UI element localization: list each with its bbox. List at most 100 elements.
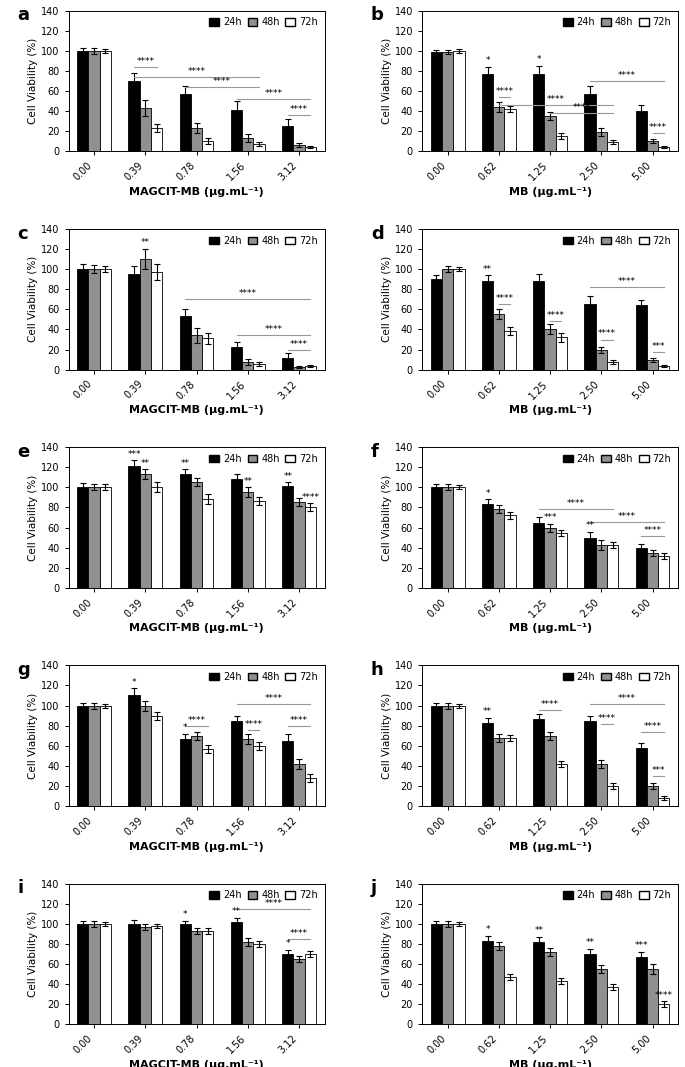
Bar — [140, 108, 151, 152]
Legend: 24h, 48h, 72h: 24h, 48h, 72h — [561, 889, 673, 903]
Text: **: ** — [232, 907, 241, 917]
Text: ****: **** — [264, 325, 282, 334]
Bar — [231, 720, 242, 806]
Text: *: * — [286, 939, 290, 949]
Bar — [482, 282, 493, 369]
Text: ****: **** — [188, 67, 206, 76]
Bar — [636, 547, 647, 588]
Text: ****: **** — [136, 57, 154, 66]
Bar — [607, 786, 618, 806]
Bar — [453, 269, 464, 369]
Legend: 24h, 48h, 72h: 24h, 48h, 72h — [561, 452, 673, 466]
Y-axis label: Cell Viability (%): Cell Viability (%) — [382, 475, 392, 560]
Text: b: b — [371, 6, 384, 25]
Bar — [140, 927, 151, 1024]
Bar — [533, 523, 545, 588]
X-axis label: MB (μg.mL⁻¹): MB (μg.mL⁻¹) — [508, 187, 592, 197]
Bar — [100, 269, 111, 369]
Text: ****: **** — [547, 312, 564, 320]
Text: ***: *** — [651, 766, 665, 775]
Text: ****: **** — [573, 103, 590, 112]
Bar — [282, 487, 293, 588]
Bar — [556, 137, 567, 152]
Bar — [545, 952, 556, 1024]
Bar — [253, 364, 264, 369]
Bar — [305, 147, 316, 152]
Y-axis label: Cell Viability (%): Cell Viability (%) — [28, 911, 38, 997]
Text: **: ** — [483, 265, 492, 273]
Text: ****: **** — [618, 71, 636, 80]
Bar — [636, 957, 647, 1024]
Text: ****: **** — [301, 493, 319, 501]
Bar — [647, 142, 658, 152]
Bar — [584, 94, 596, 152]
Bar — [88, 488, 100, 588]
Text: ****: **** — [598, 714, 616, 722]
Legend: 24h, 48h, 72h: 24h, 48h, 72h — [208, 234, 320, 248]
Bar — [636, 111, 647, 152]
Bar — [504, 515, 516, 588]
Bar — [493, 107, 504, 152]
Bar — [129, 924, 140, 1024]
Y-axis label: Cell Viability (%): Cell Viability (%) — [382, 38, 392, 124]
Bar — [88, 269, 100, 369]
Text: ***: *** — [651, 341, 665, 351]
Bar — [493, 945, 504, 1024]
Bar — [140, 705, 151, 806]
Y-axis label: Cell Viability (%): Cell Viability (%) — [382, 911, 392, 997]
Bar — [556, 764, 567, 806]
Bar — [191, 736, 202, 806]
Bar — [504, 977, 516, 1024]
Text: ****: **** — [618, 277, 636, 286]
Y-axis label: Cell Viability (%): Cell Viability (%) — [382, 256, 392, 343]
Bar — [647, 553, 658, 588]
Text: *: * — [536, 55, 541, 64]
Bar — [253, 746, 264, 806]
Bar — [253, 944, 264, 1024]
Bar — [231, 479, 242, 588]
Bar — [140, 474, 151, 588]
Text: **: ** — [141, 239, 150, 248]
Legend: 24h, 48h, 72h: 24h, 48h, 72h — [561, 16, 673, 30]
Bar — [533, 74, 545, 152]
Bar — [202, 930, 214, 1024]
Bar — [151, 128, 162, 152]
Bar — [100, 924, 111, 1024]
Legend: 24h, 48h, 72h: 24h, 48h, 72h — [561, 234, 673, 248]
Bar — [179, 738, 191, 806]
Text: i: i — [17, 879, 23, 897]
Y-axis label: Cell Viability (%): Cell Viability (%) — [382, 692, 392, 779]
Bar — [293, 503, 305, 588]
Bar — [658, 1004, 669, 1024]
Bar — [202, 499, 214, 588]
Bar — [253, 501, 264, 588]
Text: *: * — [183, 910, 188, 920]
Bar — [442, 269, 453, 369]
Text: *: * — [132, 678, 136, 687]
Text: **: ** — [141, 459, 150, 467]
Text: ****: **** — [264, 90, 282, 98]
Bar — [596, 544, 607, 588]
Bar — [231, 110, 242, 152]
Bar — [533, 942, 545, 1024]
Bar — [431, 924, 442, 1024]
Bar — [453, 705, 464, 806]
Bar — [482, 74, 493, 152]
Bar — [584, 304, 596, 369]
X-axis label: MAGCIT-MB (μg.mL⁻¹): MAGCIT-MB (μg.mL⁻¹) — [129, 405, 264, 415]
Bar — [647, 786, 658, 806]
Bar — [282, 954, 293, 1024]
Bar — [453, 924, 464, 1024]
Bar — [179, 474, 191, 588]
Bar — [556, 981, 567, 1024]
Text: ****: **** — [239, 289, 257, 299]
Text: c: c — [17, 225, 28, 242]
Bar — [151, 272, 162, 369]
Bar — [100, 488, 111, 588]
Bar — [533, 282, 545, 369]
Text: *: * — [485, 925, 490, 935]
Bar — [231, 347, 242, 369]
Bar — [140, 259, 151, 369]
Text: ****: **** — [213, 77, 232, 86]
Text: **: ** — [483, 707, 492, 716]
